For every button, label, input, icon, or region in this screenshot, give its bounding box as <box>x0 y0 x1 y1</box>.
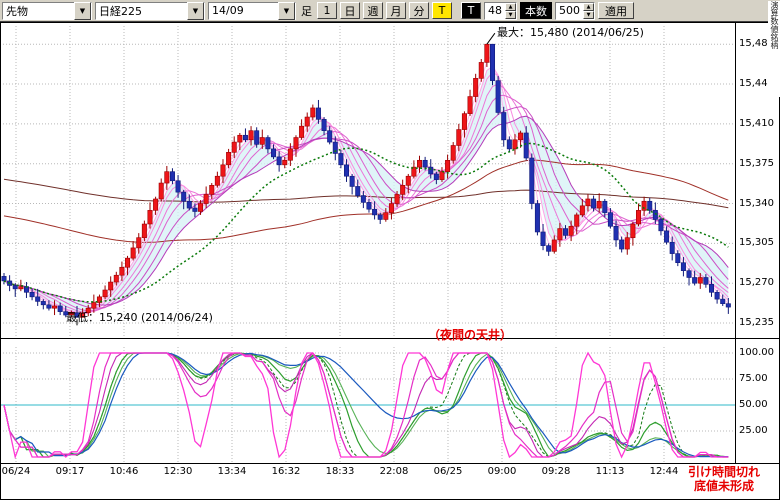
price-axis-label: 15,235 <box>739 317 774 329</box>
time-axis-label: 16:32 <box>271 466 301 477</box>
time-axis-label: 09:17 <box>55 466 85 477</box>
apply-button[interactable]: 適用 <box>598 2 634 19</box>
oscillator-axis-label: 50.00 <box>739 399 768 410</box>
oscillator-axis-label: 100.00 <box>739 347 774 358</box>
time-axis-label: 11:13 <box>595 466 625 477</box>
price-axis-label: 15,270 <box>739 277 774 289</box>
oscillator-axis-label: 25.00 <box>739 425 768 436</box>
contract-month-select[interactable]: 14/09 ▼ <box>208 1 296 20</box>
time-axis-label: 18:33 <box>325 466 355 477</box>
spin-down-icon[interactable]: ▼ <box>505 10 516 19</box>
time-axis-label: 10:46 <box>109 466 139 477</box>
price-axis-label: 15,340 <box>739 197 774 209</box>
tick-period-button-active[interactable]: T <box>432 2 452 19</box>
price-axis-label: 15,375 <box>739 157 774 169</box>
instrument-value: 先物 <box>6 4 28 18</box>
night-ceiling-note: （夜間の天井） <box>428 328 513 342</box>
tick-label: T <box>461 2 481 19</box>
bars-count-value[interactable]: 500 <box>559 4 580 17</box>
symbol-value: 日経225 <box>99 4 142 18</box>
period-button-week[interactable]: 週 <box>363 2 383 19</box>
time-axis-label: 09:00 <box>487 466 517 477</box>
time-axis-label: 06/25 <box>433 466 463 477</box>
bottom-not-formed-note: 底値未形成 <box>694 479 755 493</box>
price-axis-label: 15,410 <box>739 117 774 129</box>
spin-up-icon[interactable]: ▲ <box>583 2 594 11</box>
chevron-down-icon[interactable]: ▼ <box>187 1 204 20</box>
toolbar: 先物 ▼ 日経225 ▼ 14/09 ▼ 足 1 日 週 月 分 T T 48 … <box>0 0 780 22</box>
symbol-select[interactable]: 日経225 ▼ <box>95 1 205 20</box>
period-button-1[interactable]: 1 <box>317 2 337 19</box>
time-axis-label: 06/24 <box>1 466 31 477</box>
period-button-day[interactable]: 日 <box>340 2 360 19</box>
period-button-minute[interactable]: 分 <box>409 2 429 19</box>
spin-down-icon[interactable]: ▼ <box>583 10 594 19</box>
ashi-label: 足 <box>301 4 312 18</box>
time-axis-label: 12:30 <box>163 466 193 477</box>
bars-count-label: 本数 <box>520 2 552 19</box>
price-axis-label: 15,305 <box>739 237 774 249</box>
contract-month-value: 14/09 <box>212 4 244 17</box>
price-axis-label: 15,480 <box>739 38 774 50</box>
tick-count-value[interactable]: 48 <box>488 4 502 17</box>
time-axis-label: 09:28 <box>541 466 571 477</box>
period-button-month[interactable]: 月 <box>386 2 406 19</box>
oscillator-axis-label: 75.00 <box>739 373 768 384</box>
instrument-select[interactable]: 先物 ▼ <box>2 1 92 20</box>
time-axis-label: 12:44 <box>649 466 679 477</box>
session-low-annotation: 最低：15,240 (2014/06/24) <box>66 311 213 324</box>
close-timeout-note: 引け時間切れ <box>688 465 761 479</box>
spin-up-icon[interactable]: ▲ <box>505 2 516 11</box>
price-axis-label: 15,445 <box>739 78 774 90</box>
time-axis-label: 13:34 <box>217 466 247 477</box>
chevron-down-icon[interactable]: ▼ <box>278 1 295 20</box>
time-axis-label: 22:08 <box>379 466 409 477</box>
right-edge-vertical-label: 演算数値銘柄 <box>768 1 780 97</box>
chevron-down-icon[interactable]: ▼ <box>74 1 91 20</box>
bars-count-spinner[interactable]: 500 ▲ ▼ <box>555 1 595 20</box>
session-high-annotation: 最大：15,480 (2014/06/25) <box>497 26 644 39</box>
chart-canvas[interactable] <box>0 22 780 500</box>
tick-count-spinner[interactable]: 48 ▲ ▼ <box>484 1 517 20</box>
